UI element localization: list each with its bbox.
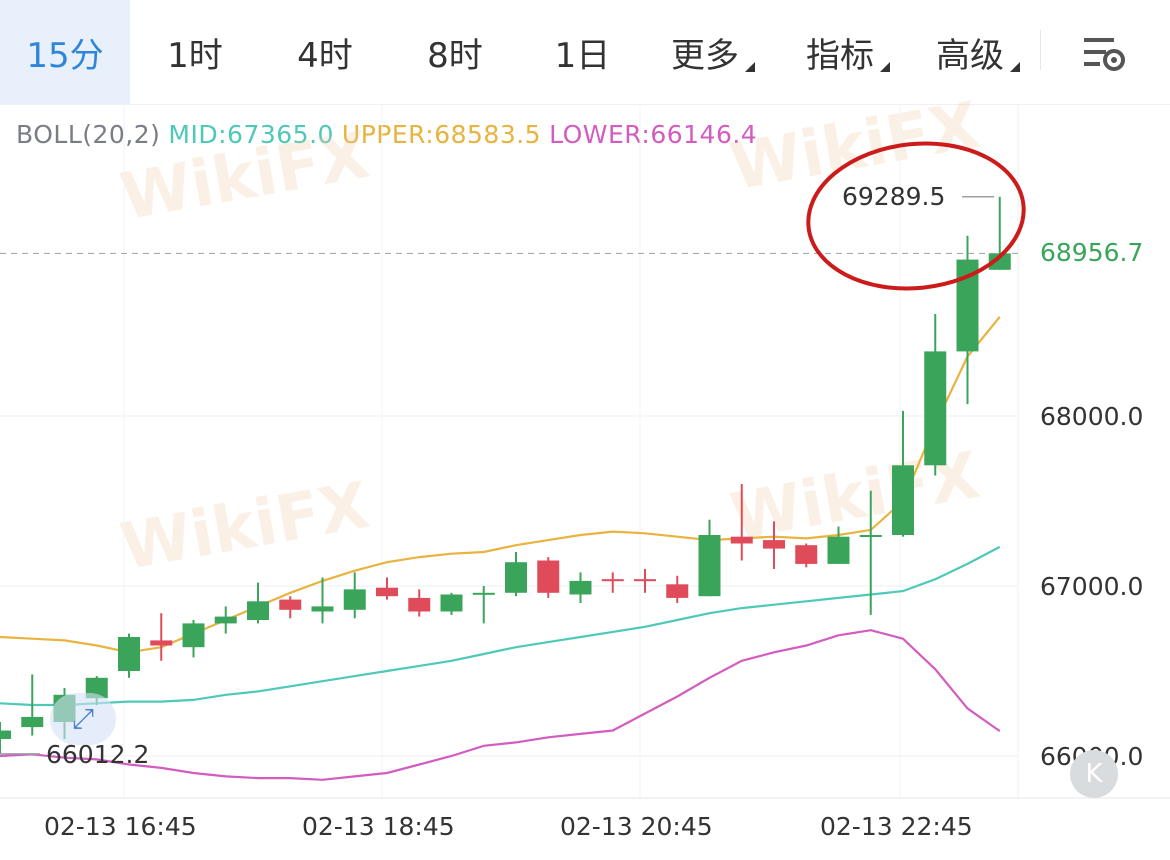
candle-body	[763, 540, 785, 549]
candle-body	[730, 536, 753, 544]
tab-more[interactable]: 更多	[655, 0, 755, 104]
expand-arrows-icon[interactable]: ⤢	[50, 693, 116, 745]
boll-name: BOLL(20,2)	[16, 120, 161, 149]
x-tick-label: 02-13 20:45	[560, 812, 713, 841]
candle-body	[440, 594, 463, 612]
dropdown-triangle-icon	[880, 62, 890, 72]
candle-body	[279, 599, 302, 610]
candle-body	[859, 535, 882, 537]
y-tick-label: 67000.0	[1040, 572, 1144, 601]
candle-body	[827, 536, 850, 564]
tab-label: 15分	[26, 35, 104, 76]
price-chart[interactable]	[0, 104, 1170, 814]
y-tick-label: 68000.0	[1040, 402, 1144, 431]
chart-settings-icon[interactable]	[1078, 30, 1132, 78]
tab-15m[interactable]: 15分	[0, 0, 130, 104]
last-price-tag: 68956.7	[1040, 238, 1144, 267]
candle-body	[343, 589, 366, 610]
tab-8h[interactable]: 8时	[390, 0, 520, 104]
k-logo-icon[interactable]: K	[1070, 750, 1118, 798]
highlight-circle	[806, 141, 1026, 291]
tab-label: 更多	[671, 35, 739, 76]
candle-body	[698, 535, 721, 597]
boll-lower-line	[0, 629, 1001, 781]
candle-body	[247, 601, 269, 620]
candle-body	[956, 259, 979, 352]
boll-lower: LOWER:66146.4	[549, 120, 758, 149]
candle-body	[21, 716, 44, 728]
tab-indicators[interactable]: 指标	[790, 0, 890, 104]
candle-body	[376, 587, 398, 597]
candle-body	[569, 580, 592, 595]
boll-bands	[0, 316, 1001, 781]
tab-label: 指标	[806, 35, 874, 76]
candle-body	[408, 597, 431, 612]
candle-body	[311, 606, 334, 612]
tab-advanced[interactable]: 高级	[920, 0, 1020, 104]
dropdown-triangle-icon	[1010, 62, 1020, 72]
chart-grid	[0, 104, 1170, 799]
candle-body	[666, 584, 689, 598]
boll-legend: BOLL(20,2) MID:67365.0 UPPER:68583.5 LOWER:…	[16, 120, 765, 149]
candle-body	[988, 253, 1011, 270]
candle-body	[601, 579, 624, 582]
boll-upper-line	[0, 316, 1001, 654]
candle-body	[182, 623, 205, 648]
candle-body	[505, 562, 527, 593]
candle-body	[118, 637, 140, 671]
interval-toolbar: 15分 1时 4时 8时 1日 更多 指标 高级	[0, 0, 1170, 105]
candle-body	[924, 351, 947, 466]
tab-1h[interactable]: 1时	[130, 0, 260, 104]
low-price-label: 66012.2	[46, 740, 150, 769]
candle-body	[214, 616, 237, 624]
boll-mid: MID:67365.0	[168, 120, 334, 149]
boll-upper: UPPER:68583.5	[341, 120, 542, 149]
candle-body	[0, 730, 11, 739]
chart-overlay	[0, 141, 1026, 755]
tab-label: 8时	[427, 35, 483, 76]
candles	[0, 196, 1011, 755]
tab-label: 4时	[297, 35, 353, 76]
tab-1d[interactable]: 1日	[520, 0, 645, 104]
tab-4h[interactable]: 4时	[260, 0, 390, 104]
candle-body	[537, 560, 560, 593]
candle-body	[795, 545, 818, 564]
x-tick-label: 02-13 18:45	[302, 812, 455, 841]
tab-label: 1日	[554, 35, 611, 76]
candle-body	[892, 465, 914, 535]
tab-label: 高级	[936, 35, 1004, 76]
boll-mid-line	[0, 545, 1001, 707]
candle-body	[472, 592, 495, 595]
dropdown-triangle-icon	[745, 62, 755, 72]
toolbar-divider	[1040, 30, 1041, 70]
candle-body	[634, 579, 656, 582]
x-tick-label: 02-13 16:45	[44, 812, 197, 841]
high-price-label: 69289.5	[842, 182, 946, 211]
candle-body	[150, 640, 173, 646]
tab-label: 1时	[167, 35, 223, 76]
x-tick-label: 02-13 22:45	[820, 812, 973, 841]
